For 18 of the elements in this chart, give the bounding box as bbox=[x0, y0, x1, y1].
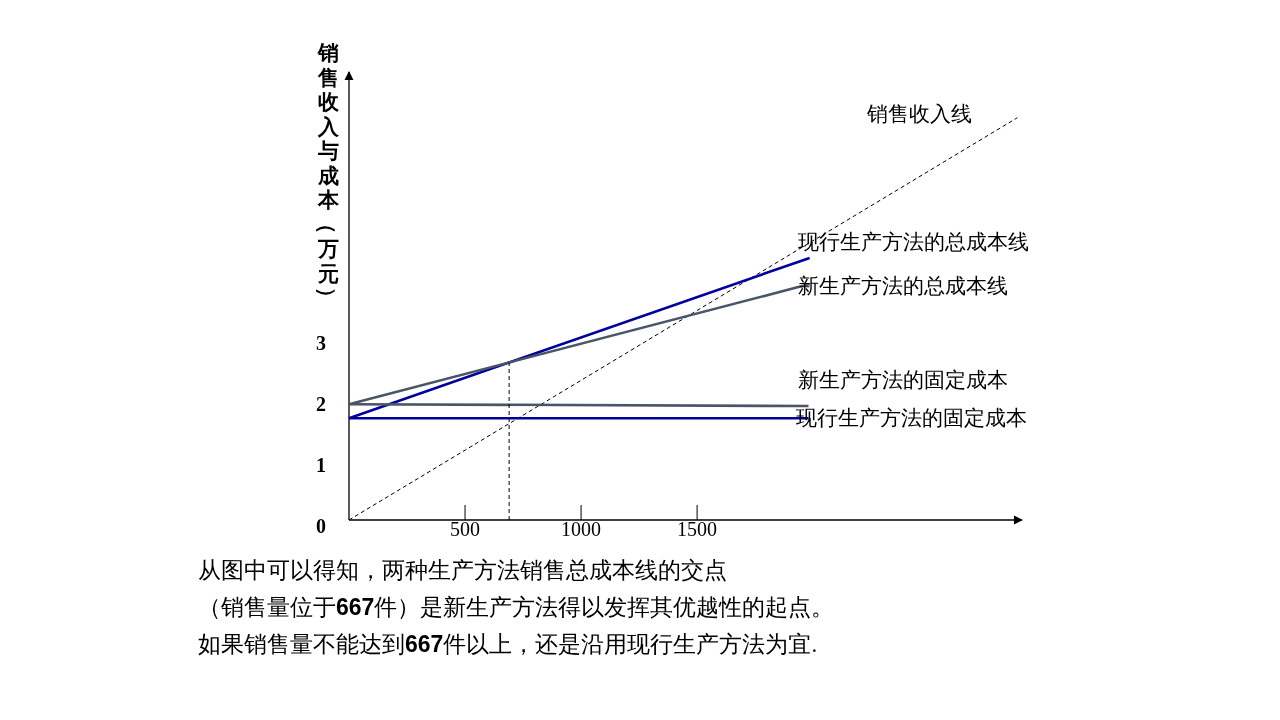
x-tick-label: 1000 bbox=[561, 518, 602, 540]
x-tick-label: 1500 bbox=[677, 518, 718, 540]
series-label: 现行生产方法的总成本线 bbox=[797, 229, 1029, 254]
text: 如果销售量不能达到667件以上，还是沿用现行生产方法为宜. bbox=[198, 631, 818, 657]
y-tick-label: 1 bbox=[316, 454, 326, 477]
y-tick-label: 2 bbox=[316, 393, 326, 416]
y-tick-label: 0 bbox=[316, 515, 326, 537]
x-tick-label: 500 bbox=[450, 518, 481, 540]
text: 从图中可以得知，两种生产方法销售总成本线的交点 bbox=[198, 558, 727, 583]
ylabel: 销售收入与成本（万元） bbox=[315, 41, 339, 308]
series-label: 现行生产方法的固定成本 bbox=[796, 406, 1028, 431]
text: （销售量位于667件）是新生产方法得以发挥其优越性的起点。 bbox=[198, 594, 835, 620]
y-tick-label: 3 bbox=[316, 332, 326, 355]
series-label: 新生产方法的总成本线 bbox=[797, 274, 1008, 299]
series-label: 新生产方法的固定成本 bbox=[798, 368, 1009, 393]
series-label: 销售收入线 bbox=[866, 101, 973, 126]
新生产方法的固定成本: 新生产方法的固定成本 bbox=[349, 368, 1009, 408]
现行生产方法的固定成本: 现行生产方法的固定成本 bbox=[349, 406, 1028, 431]
